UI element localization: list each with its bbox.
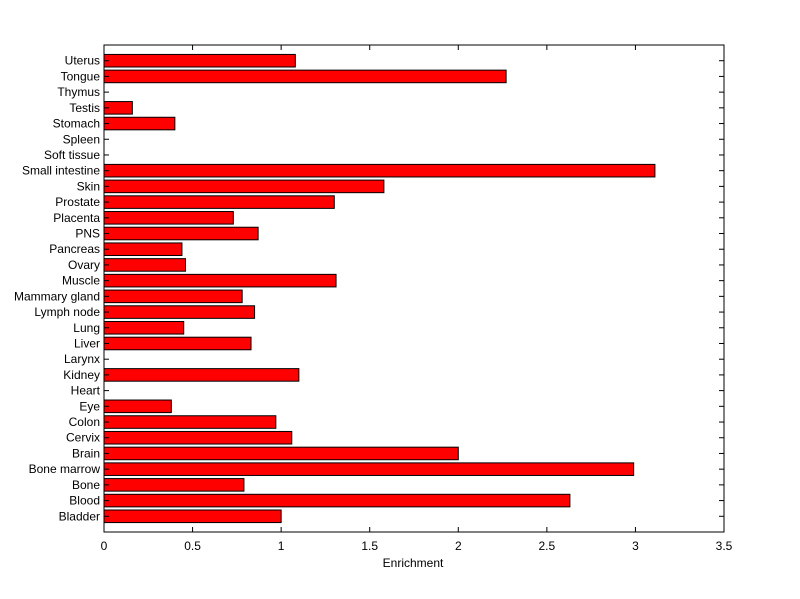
- x-tick-label-3: 1.5: [361, 539, 378, 553]
- x-tick-label-5: 2.5: [539, 539, 556, 553]
- bar-kidney: [103, 368, 300, 382]
- y-tick-label-soft-tissue: Soft tissue: [44, 148, 100, 162]
- y-tick-label-muscle: Muscle: [62, 274, 100, 288]
- bar-skin: [103, 179, 385, 194]
- y-tick-label-liver: Liver: [74, 336, 100, 350]
- x-axis-label: Enrichment: [383, 556, 444, 570]
- bar-blood: [103, 493, 571, 508]
- bar-eye: [103, 399, 172, 414]
- y-tick-label-placenta: Placenta: [53, 211, 100, 225]
- y-tick-label-tongue: Tongue: [61, 69, 101, 83]
- y-tick-label-spleen: Spleen: [63, 132, 100, 146]
- x-tick-label-0: 0: [101, 539, 108, 553]
- y-tick-label-brain: Brain: [72, 446, 100, 460]
- y-tick-label-bone: Bone: [72, 478, 100, 492]
- y-tick-label-colon: Colon: [69, 415, 100, 429]
- bar-colon: [103, 415, 277, 429]
- bar-bladder: [103, 509, 282, 524]
- bar-small-intestine: [103, 163, 656, 178]
- x-tick-label-4: 2: [455, 539, 462, 553]
- bar-bone: [103, 478, 245, 492]
- bar-bone-marrow: [103, 462, 635, 476]
- y-tick-label-lymph-node: Lymph node: [34, 305, 100, 319]
- y-tick-label-thymus: Thymus: [57, 85, 100, 99]
- bar-lung: [103, 320, 185, 335]
- y-tick-label-ovary: Ovary: [68, 258, 100, 272]
- y-tick-label-cervix: Cervix: [66, 431, 100, 445]
- x-tick-label-2: 1: [278, 539, 285, 553]
- bar-uterus: [103, 53, 296, 68]
- bar-stomach: [103, 116, 176, 131]
- y-tick-label-kidney: Kidney: [63, 368, 100, 382]
- y-tick-label-bone-marrow: Bone marrow: [29, 462, 101, 476]
- x-tick-label-6: 3: [632, 539, 639, 553]
- y-tick-label-skin: Skin: [77, 179, 100, 193]
- x-axis: 0 0.5 1 1.5 2 2.5 3 3.5: [101, 45, 733, 553]
- bar-pancreas: [103, 242, 183, 257]
- bar-cervix: [103, 430, 293, 445]
- y-tick-label-eye: Eye: [79, 399, 100, 413]
- bar-ovary: [103, 258, 186, 272]
- bar-mammary-gland: [103, 289, 243, 304]
- y-tick-label-heart: Heart: [71, 384, 101, 398]
- bar-placenta: [103, 211, 234, 225]
- bar-liver: [103, 336, 252, 351]
- y-tick-label-blood: Blood: [69, 494, 100, 508]
- y-tick-label-mammary-gland: Mammary gland: [14, 289, 100, 303]
- y-tick-label-pns: PNS: [75, 227, 100, 241]
- y-tick-label-prostate: Prostate: [55, 195, 100, 209]
- y-tick-label-bladder: Bladder: [59, 509, 100, 523]
- y-tick-label-stomach: Stomach: [53, 117, 100, 131]
- bar-prostate: [103, 195, 335, 209]
- y-tick-label-larynx: Larynx: [64, 352, 100, 366]
- bar-tongue: [103, 69, 507, 84]
- bar-brain: [103, 446, 459, 461]
- bar-pns: [103, 226, 259, 241]
- y-tick-label-uterus: Uterus: [65, 54, 100, 68]
- y-tick-label-lung: Lung: [73, 321, 100, 335]
- x-tick-label-1: 0.5: [184, 539, 201, 553]
- y-tick-label-testis: Testis: [69, 101, 100, 115]
- bar-muscle: [103, 273, 337, 288]
- y-tick-label-pancreas: Pancreas: [49, 242, 100, 256]
- bars-group: [103, 53, 656, 524]
- y-tick-label-small-intestine: Small intestine: [22, 164, 100, 178]
- x-tick-label-7: 3.5: [716, 539, 733, 553]
- bar-lymph-node: [103, 305, 256, 319]
